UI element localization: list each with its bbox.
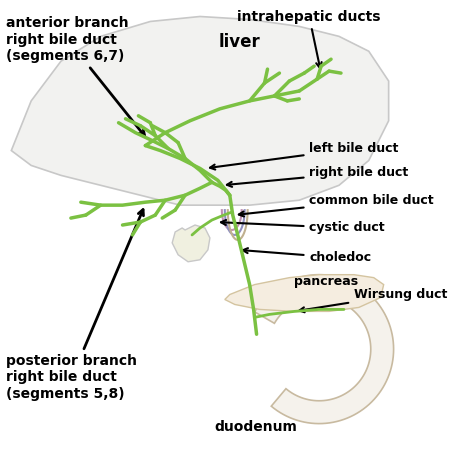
Polygon shape xyxy=(255,275,393,424)
Text: right bile duct: right bile duct xyxy=(227,166,409,187)
Text: intrahepatic ducts: intrahepatic ducts xyxy=(237,10,381,68)
Text: choledoc: choledoc xyxy=(243,248,371,264)
Text: anterior branch
right bile duct
(segments 6,7): anterior branch right bile duct (segment… xyxy=(6,16,145,136)
Text: cystic duct: cystic duct xyxy=(221,220,385,234)
Text: common bile duct: common bile duct xyxy=(239,194,434,217)
Text: pancreas: pancreas xyxy=(294,275,358,288)
Text: Wirsung duct: Wirsung duct xyxy=(300,288,447,312)
Polygon shape xyxy=(11,16,389,205)
Text: liver: liver xyxy=(219,33,261,51)
Polygon shape xyxy=(225,275,383,311)
Text: posterior branch
right bile duct
(segments 5,8): posterior branch right bile duct (segmen… xyxy=(6,210,144,400)
Polygon shape xyxy=(172,225,210,262)
Text: duodenum: duodenum xyxy=(215,420,298,434)
Text: left bile duct: left bile duct xyxy=(210,142,399,170)
